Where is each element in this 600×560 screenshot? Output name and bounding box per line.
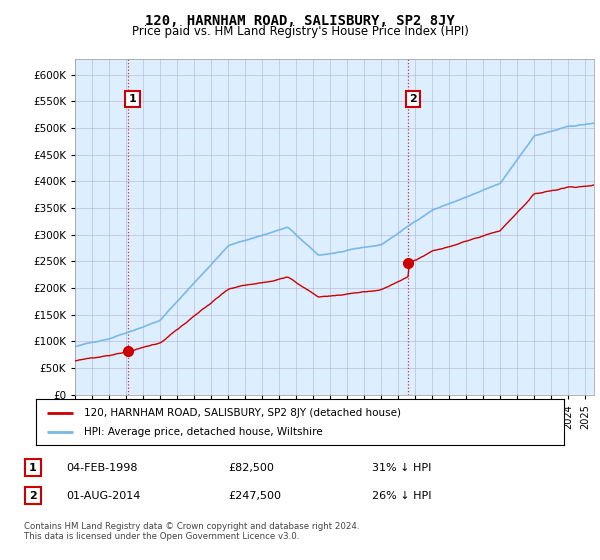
Text: 120, HARNHAM ROAD, SALISBURY, SP2 8JY (detached house): 120, HARNHAM ROAD, SALISBURY, SP2 8JY (d… — [83, 408, 401, 418]
Text: 1: 1 — [29, 463, 37, 473]
Text: £247,500: £247,500 — [228, 491, 281, 501]
Text: Price paid vs. HM Land Registry's House Price Index (HPI): Price paid vs. HM Land Registry's House … — [131, 25, 469, 38]
Text: 2: 2 — [29, 491, 37, 501]
Text: 120, HARNHAM ROAD, SALISBURY, SP2 8JY: 120, HARNHAM ROAD, SALISBURY, SP2 8JY — [145, 14, 455, 28]
Text: 04-FEB-1998: 04-FEB-1998 — [66, 463, 137, 473]
Text: 31% ↓ HPI: 31% ↓ HPI — [372, 463, 431, 473]
Text: 1: 1 — [129, 94, 137, 104]
Text: £82,500: £82,500 — [228, 463, 274, 473]
Text: Contains HM Land Registry data © Crown copyright and database right 2024.
This d: Contains HM Land Registry data © Crown c… — [24, 522, 359, 542]
Text: 01-AUG-2014: 01-AUG-2014 — [66, 491, 140, 501]
Text: 2: 2 — [409, 94, 417, 104]
Text: 26% ↓ HPI: 26% ↓ HPI — [372, 491, 431, 501]
Text: HPI: Average price, detached house, Wiltshire: HPI: Average price, detached house, Wilt… — [83, 427, 322, 437]
